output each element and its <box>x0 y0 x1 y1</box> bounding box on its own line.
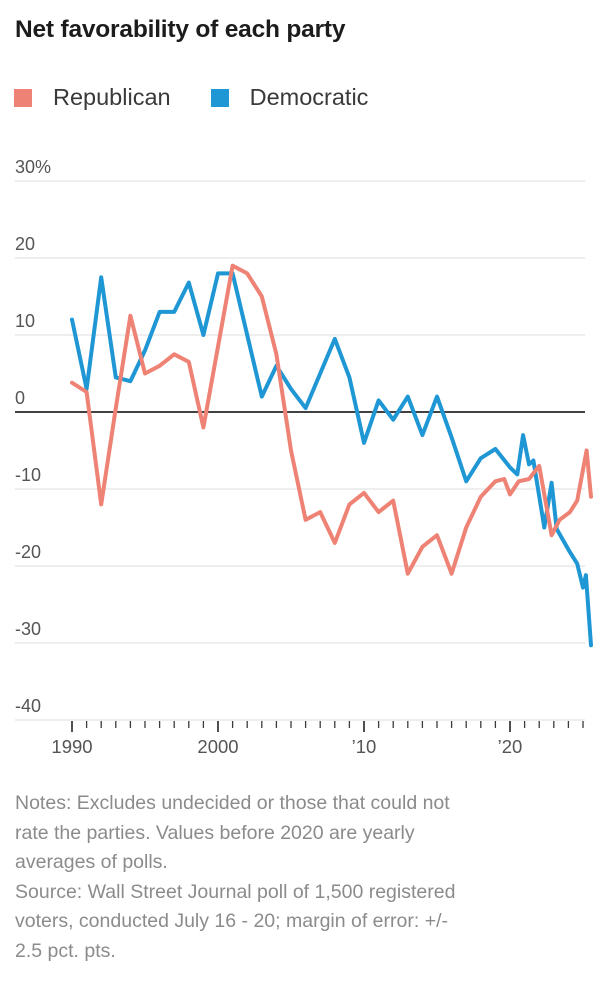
favorability-line-chart: 30% 20 10 0 -10 -20 -30 -40 1990 2000 ’10 ’20 <box>15 157 593 757</box>
legend-label-republican: Republican <box>53 84 171 110</box>
republican-swatch-icon <box>14 88 32 107</box>
y-axis-label-0: 0 <box>15 388 25 408</box>
y-axis-label-20: 20 <box>15 234 35 254</box>
legend-item-republican: Republican <box>14 84 171 111</box>
democratic-line <box>70 271 593 648</box>
legend-label-democratic: Democratic <box>249 84 369 110</box>
source-text: Source: Wall Street Journal poll of 1,50… <box>15 880 456 962</box>
x-axis-label-2020: ’20 <box>498 736 523 757</box>
y-axis-label--40: -40 <box>15 696 41 716</box>
x-axis-label-2000: 2000 <box>197 736 238 757</box>
y-axis-label-10: 10 <box>15 311 35 331</box>
notes-text: Notes: Excludes undecided or those that … <box>15 792 450 873</box>
y-axis-label-30: 30% <box>15 157 51 177</box>
legend: Republican Democratic <box>14 84 368 111</box>
y-axis-label--30: -30 <box>15 619 41 639</box>
legend-item-democratic: Democratic <box>210 84 369 111</box>
y-axis-label--20: -20 <box>15 542 41 562</box>
democratic-swatch-icon <box>210 88 229 107</box>
chart-title: Net favorability of each party <box>15 16 346 43</box>
footnotes: Notes: Excludes undecided or those that … <box>15 789 595 966</box>
republican-line <box>70 263 593 576</box>
y-axis-label--10: -10 <box>15 465 41 485</box>
x-axis-label-2010: ’10 <box>352 736 377 757</box>
x-axis-label-1990: 1990 <box>51 736 92 757</box>
